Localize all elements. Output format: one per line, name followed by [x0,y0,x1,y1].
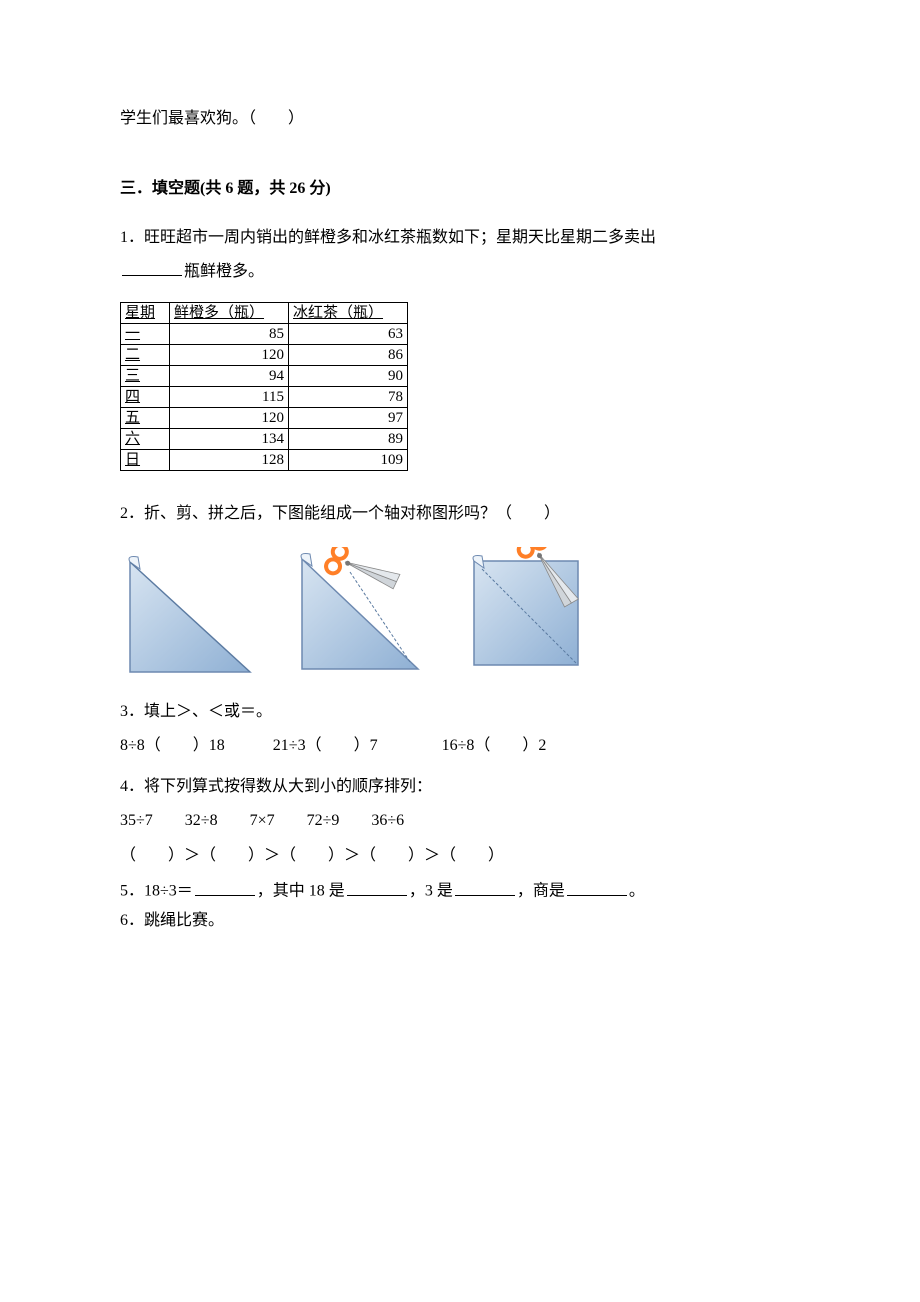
q4-slots: （ ）＞（ ）＞（ ）＞（ ）＞（ ） [120,841,800,871]
cell-tea: 78 [289,386,408,407]
q5-e: 。 [629,883,645,900]
q4-exprs: 35÷7 32÷8 7×7 72÷9 36÷6 [120,806,800,836]
q5-b: ，其中 18 是 [257,883,345,900]
cell-tea: 90 [289,365,408,386]
cell-tea: 86 [289,344,408,365]
q4-title: 4．将下列算式按得数从大到小的顺序排列： [120,772,800,802]
q2-figures [120,547,800,677]
col-orange: 鲜橙多（瓶） [170,302,289,323]
section-3-heading: 三．填空题(共 6 题，共 26 分) [120,174,800,204]
fold-figure-3-icon [460,547,600,677]
cell-tea: 63 [289,323,408,344]
cell-tea: 97 [289,407,408,428]
table-row: 三 94 90 [121,365,408,386]
q5-blank-3[interactable] [455,877,515,896]
q5-line: 5．18÷3＝ ，其中 18 是 ，3 是 ，商是 。 [120,877,800,904]
q6-line: 6．跳绳比赛。 [120,908,800,934]
cell-tea: 109 [289,449,408,470]
q5-c: ，3 是 [409,883,453,900]
q3-line: 8÷8（ ）18 21÷3（ ）7 16÷8（ ）2 [120,731,800,761]
table-row: 五 120 97 [121,407,408,428]
cell-day: 六 [121,428,170,449]
cell-day: 四 [121,386,170,407]
fold-figure-1-icon [120,547,260,677]
cell-orange: 120 [170,344,289,365]
q5-d: ，商是 [517,883,565,900]
q3-title: 3．填上＞、＜或＝。 [120,697,800,727]
cell-day: 二 [121,344,170,365]
cell-orange: 134 [170,428,289,449]
sales-table: 星期 鲜橙多（瓶） 冰红茶（瓶） 一 85 63 二 120 86 三 94 9… [120,302,408,471]
q5-blank-1[interactable] [195,877,255,896]
q2-text: 2．折、剪、拼之后，下图能组成一个轴对称图形吗？（ ） [120,499,800,529]
q1-line-b: 瓶鲜橙多。 [120,257,800,287]
table-row: 四 115 78 [121,386,408,407]
cell-day: 五 [121,407,170,428]
table-row: 六 134 89 [121,428,408,449]
table-row: 日 128 109 [121,449,408,470]
table-row: 二 120 86 [121,344,408,365]
cell-orange: 115 [170,386,289,407]
cell-day: 三 [121,365,170,386]
cell-day: 日 [121,449,170,470]
q5-blank-2[interactable] [347,877,407,896]
cell-day: 一 [121,323,170,344]
cell-tea: 89 [289,428,408,449]
col-day: 星期 [121,302,170,323]
col-tea: 冰红茶（瓶） [289,302,408,323]
cell-orange: 120 [170,407,289,428]
fold-figure-2-icon [290,547,430,677]
q5-a: 5．18÷3＝ [120,883,193,900]
q1-suffix: 瓶鲜橙多。 [184,263,264,280]
table-row: 一 85 63 [121,323,408,344]
q1-blank[interactable] [122,258,182,277]
q1-line-a: 1．旺旺超市一周内销出的鲜橙多和冰红茶瓶数如下；星期天比星期二多卖出 [120,223,800,253]
cell-orange: 94 [170,365,289,386]
cell-orange: 128 [170,449,289,470]
cell-orange: 85 [170,323,289,344]
intro-question: 学生们最喜欢狗。（ ） [120,104,800,134]
table-header-row: 星期 鲜橙多（瓶） 冰红茶（瓶） [121,302,408,323]
q5-blank-4[interactable] [567,877,627,896]
